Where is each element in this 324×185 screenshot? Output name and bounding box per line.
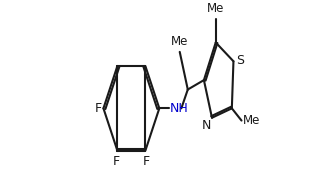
Text: Me: Me [171,35,189,48]
Text: NH: NH [170,102,189,115]
Text: F: F [95,102,102,115]
Text: S: S [237,54,245,67]
Text: Me: Me [207,2,225,16]
Text: N: N [202,120,211,132]
Text: Me: Me [243,114,260,127]
Text: F: F [113,155,120,168]
Text: F: F [143,155,150,168]
